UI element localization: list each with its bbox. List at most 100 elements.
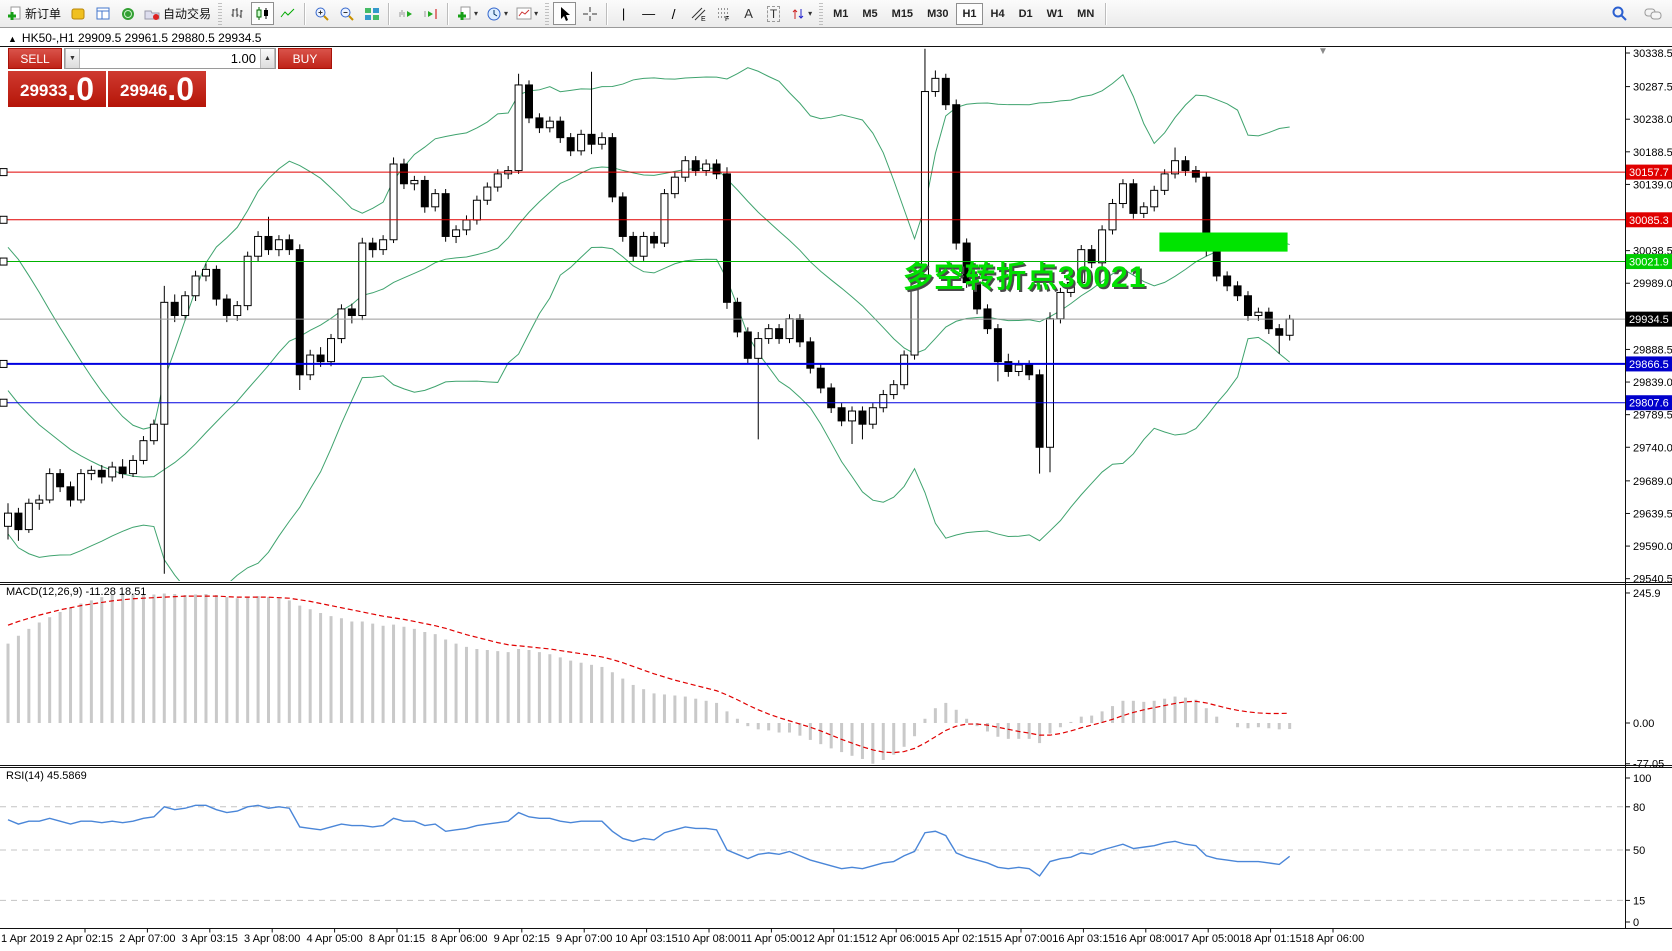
candle-body	[556, 120, 565, 139]
chart-line-button[interactable]	[276, 2, 299, 25]
crosshair-button[interactable]	[578, 2, 601, 25]
equidistant-channel-button[interactable]: E	[687, 2, 710, 25]
candle-body	[1014, 364, 1023, 373]
auto-trading-icon	[144, 10, 160, 20]
candle-body	[327, 338, 336, 363]
turning-point-rectangle[interactable]	[1159, 232, 1288, 252]
candle-body	[837, 407, 846, 422]
cursor-button[interactable]	[553, 2, 577, 25]
candle-body	[118, 466, 127, 475]
macd-tick-label: 0.00	[1633, 718, 1654, 730]
time-label: 18 Apr 01:15	[1239, 933, 1301, 945]
text-button[interactable]: A	[737, 2, 760, 25]
sell-button[interactable]: SELL	[8, 48, 62, 69]
horizontal-line-button[interactable]: —	[637, 2, 660, 25]
collapse-icon[interactable]: ▲	[8, 34, 17, 44]
rsi-tick-label: 100	[1633, 773, 1651, 785]
price-badge	[1626, 356, 1672, 372]
periods-button[interactable]: ▾	[483, 2, 511, 25]
timeframe-M1[interactable]: M1	[833, 7, 849, 20]
chart-shift-marker-icon[interactable]: ▼	[1318, 46, 1328, 57]
dropdown-arrow-icon: ▾	[504, 9, 509, 18]
candle-body	[973, 282, 982, 310]
timeframe-W1[interactable]: W1	[1046, 7, 1064, 20]
chart-annotation[interactable]: 多空转折点30021	[903, 261, 1147, 294]
timeframe-M30[interactable]: M30	[927, 7, 949, 20]
chart-shift-button[interactable]	[419, 2, 442, 25]
search-button[interactable]	[1608, 2, 1631, 25]
data-window-button[interactable]	[91, 2, 114, 25]
fibonacci-button[interactable]: F	[712, 2, 735, 25]
volume-up-button[interactable]: ▲	[260, 49, 275, 68]
price-badge	[1626, 254, 1672, 270]
navigator-icon	[121, 7, 134, 20]
candle-body	[1160, 173, 1169, 191]
line-anchor[interactable]	[0, 215, 8, 224]
volume-input[interactable]	[80, 49, 260, 68]
templates-button[interactable]: ▾	[513, 2, 541, 25]
auto-trading-button[interactable]: 自动交易	[141, 2, 214, 25]
time-label: 12 Apr 01:15	[803, 933, 865, 945]
candle-body	[358, 242, 367, 317]
candle-body	[660, 193, 669, 244]
price-badge	[1626, 395, 1672, 411]
candle-body	[868, 407, 877, 425]
timeframe-MN[interactable]: MN	[1077, 7, 1095, 20]
candle-body	[1191, 170, 1200, 178]
buy-price-box[interactable]: 29946.0	[108, 71, 206, 107]
chart-shift-icon	[424, 8, 437, 19]
candle-body	[181, 295, 190, 317]
tile-windows-button[interactable]	[360, 2, 383, 25]
arrows-button[interactable]: ▾	[787, 2, 815, 25]
timeframe-D1[interactable]: D1	[1018, 7, 1033, 20]
indicators-button[interactable]: ▾	[453, 2, 481, 25]
toolbar-grip	[218, 2, 223, 25]
volume-down-button[interactable]: ▼	[65, 49, 80, 68]
community-button[interactable]	[1641, 2, 1665, 25]
zoom-out-button[interactable]	[335, 2, 358, 25]
new-order-button[interactable]: 新订单	[3, 2, 64, 25]
time-label: 12 Apr 06:00	[865, 933, 927, 945]
auto-scroll-button[interactable]	[394, 2, 417, 25]
navigator-button[interactable]	[116, 2, 139, 25]
line-anchor[interactable]	[0, 168, 8, 177]
trendline-button[interactable]: /	[662, 2, 685, 25]
vertical-line-button[interactable]: |	[612, 2, 635, 25]
timeframe-M15[interactable]: M15	[891, 7, 914, 20]
line-anchor[interactable]	[0, 359, 8, 368]
candle-body	[639, 235, 648, 257]
timeframe-H1[interactable]: H1	[956, 2, 983, 25]
line-anchor[interactable]	[0, 257, 8, 266]
new-order-icon	[8, 6, 21, 20]
time-label: 8 Apr 01:15	[369, 933, 425, 945]
candle-body	[66, 486, 75, 501]
market-watch-button[interactable]	[66, 2, 89, 25]
price-tick-label: 29590.0	[1633, 541, 1672, 553]
candle-body	[702, 163, 711, 172]
chart-bars-button[interactable]	[226, 2, 249, 25]
time-label: 10 Apr 03:15	[615, 933, 677, 945]
chart-title: ▲ HK50-,H1 29909.5 29961.5 29880.5 29934.…	[8, 31, 261, 45]
candle-body	[889, 384, 898, 396]
buy-button[interactable]: BUY	[278, 48, 332, 69]
volume-stepper: ▼ ▲	[64, 48, 276, 69]
line-anchor[interactable]	[0, 398, 8, 407]
chart-candles-button[interactable]	[251, 2, 275, 25]
timeframe-M5[interactable]: M5	[862, 7, 878, 20]
candle-body	[1077, 249, 1086, 284]
text-label-button[interactable]: T	[762, 2, 785, 25]
candle-body	[827, 387, 836, 409]
candle-body	[712, 163, 721, 175]
dropdown-arrow-icon: ▾	[808, 9, 813, 18]
price-badge	[1626, 164, 1672, 180]
sell-price-box[interactable]: 29933.0	[8, 71, 106, 107]
timeframe-H4[interactable]: H4	[990, 7, 1005, 20]
candle-body	[535, 117, 544, 129]
candle-body	[1066, 282, 1075, 293]
candle-body	[733, 301, 742, 333]
candle-body	[1171, 160, 1180, 175]
equidistant-channel-icon: E	[691, 7, 706, 22]
candle-body	[493, 173, 502, 188]
zoom-in-button[interactable]	[310, 2, 333, 25]
